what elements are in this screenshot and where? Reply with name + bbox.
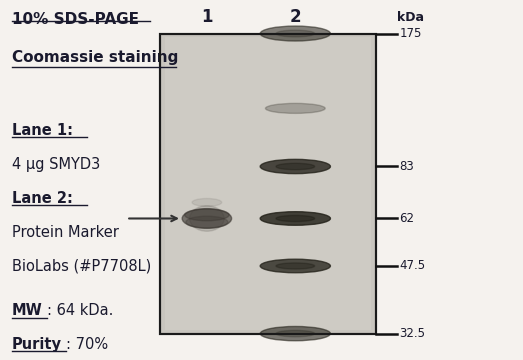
Ellipse shape: [276, 330, 315, 337]
Ellipse shape: [276, 163, 315, 170]
Bar: [160, 33, 376, 334]
Text: BioLabs (#P7708L): BioLabs (#P7708L): [12, 258, 151, 274]
Text: 83: 83: [400, 160, 414, 173]
Ellipse shape: [185, 209, 229, 221]
Text: MW: MW: [12, 303, 42, 318]
Ellipse shape: [260, 259, 331, 273]
Text: 175: 175: [400, 27, 422, 40]
Text: 2: 2: [290, 9, 301, 27]
Text: Lane 2:: Lane 2:: [12, 191, 73, 206]
Ellipse shape: [276, 30, 315, 37]
Text: : 64 kDa.: : 64 kDa.: [47, 303, 113, 318]
Text: 10% SDS-PAGE: 10% SDS-PAGE: [12, 12, 139, 27]
Ellipse shape: [192, 198, 222, 206]
Bar: [165, 37, 371, 330]
Ellipse shape: [182, 209, 232, 228]
Ellipse shape: [186, 216, 228, 228]
Text: Lane 1:: Lane 1:: [12, 123, 73, 138]
Bar: [160, 33, 376, 334]
Ellipse shape: [260, 327, 331, 341]
Text: 62: 62: [400, 212, 414, 225]
Text: 47.5: 47.5: [400, 260, 426, 273]
Ellipse shape: [189, 206, 224, 231]
Ellipse shape: [260, 159, 331, 174]
Text: : 70%: : 70%: [66, 337, 109, 352]
Text: Coomassie staining: Coomassie staining: [12, 50, 178, 64]
Text: Protein Marker: Protein Marker: [12, 225, 119, 240]
Text: kDa: kDa: [397, 11, 424, 24]
Text: 4 μg SMYD3: 4 μg SMYD3: [12, 157, 100, 172]
Ellipse shape: [276, 215, 315, 221]
Ellipse shape: [260, 212, 331, 225]
Text: 32.5: 32.5: [400, 327, 425, 340]
Ellipse shape: [276, 263, 315, 269]
Ellipse shape: [260, 26, 331, 41]
Text: 1: 1: [201, 9, 213, 27]
Ellipse shape: [266, 103, 325, 113]
Text: Purity: Purity: [12, 337, 62, 352]
